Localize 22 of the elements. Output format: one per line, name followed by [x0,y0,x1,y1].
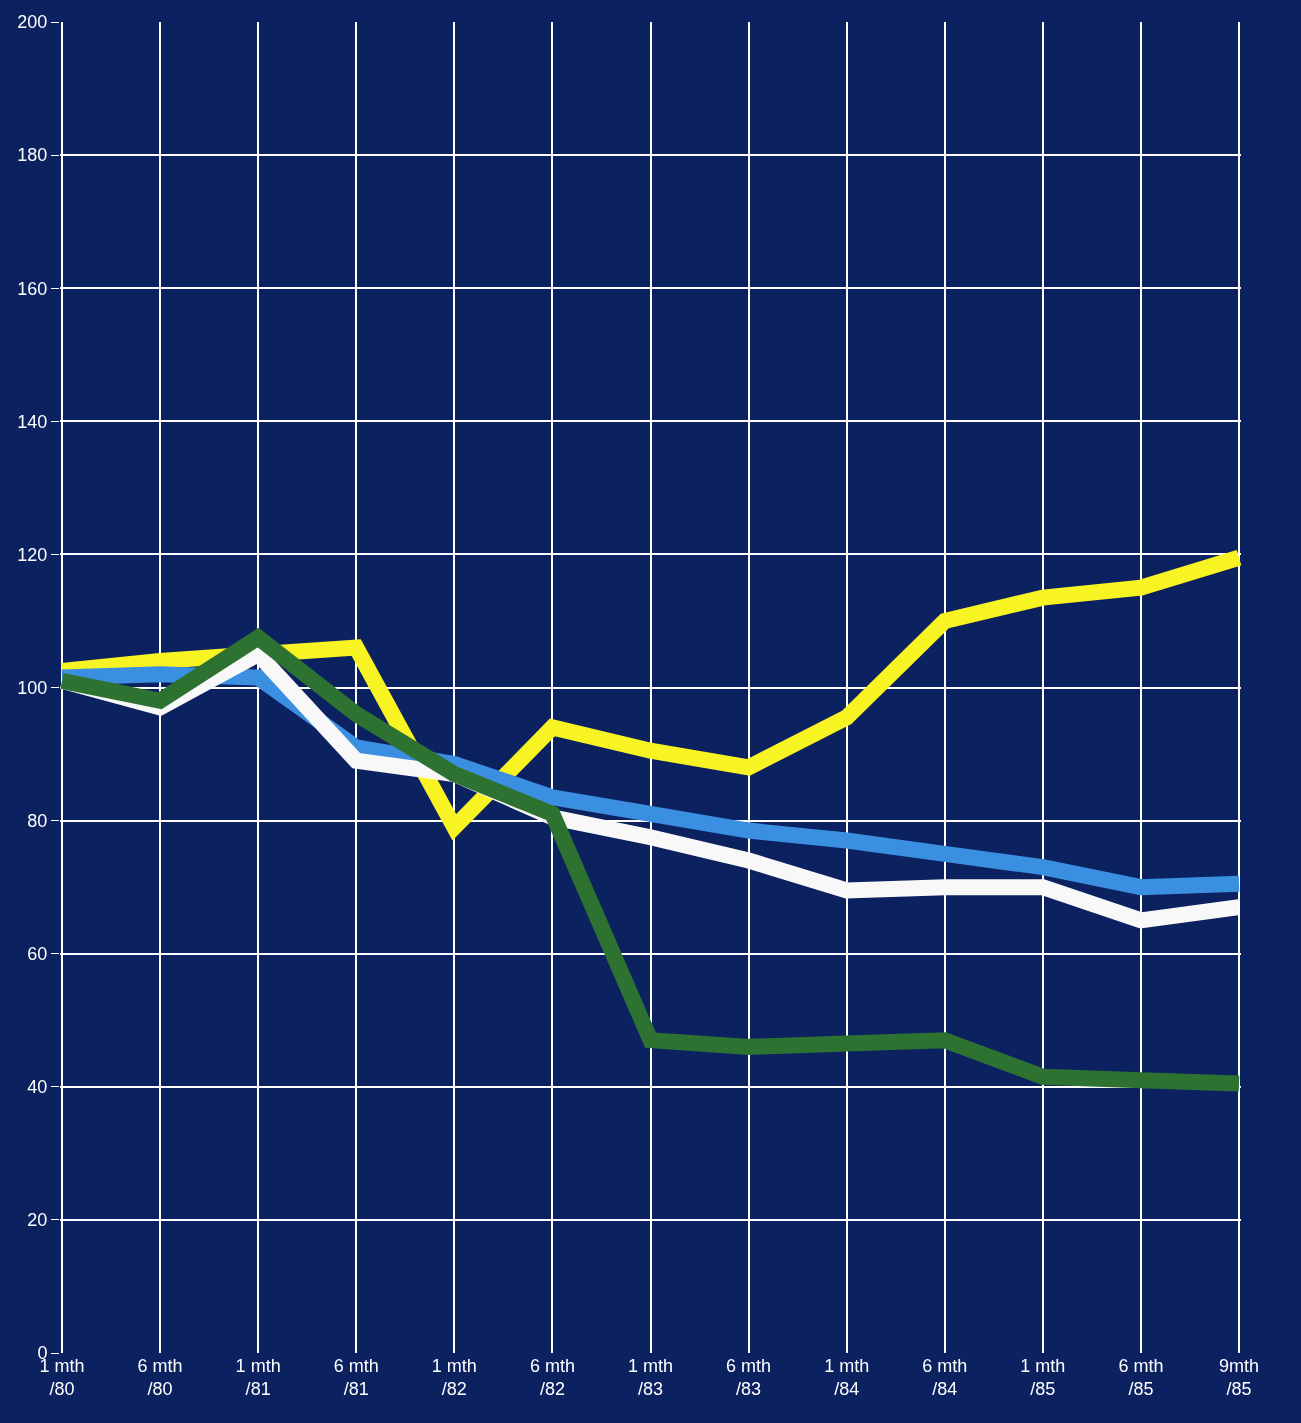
y-tick-label: 60 [27,944,48,964]
y-tick-label: 180 [17,145,48,166]
y-tick-label: 120 [17,544,48,565]
x-tick-label: 1 mth /82 [431,1356,477,1400]
x-tick-label: 1 mth /84 [824,1356,870,1400]
y-tick-label: 100 [17,677,48,698]
x-tick-label: 9mth /85 [1219,1356,1260,1400]
x-tick-label: 1 mth /83 [627,1356,674,1400]
y-tick-label: 80 [27,810,48,831]
y-tick-label: 140 [17,411,48,432]
x-tick-label: 6 mth /84 [922,1356,968,1400]
y-tick-label: 20 [27,1210,48,1231]
x-tick-label: 6 mth /81 [333,1356,379,1400]
y-tick-label: 200 [17,12,48,33]
x-tick-label: 6 mth /80 [137,1356,183,1400]
y-tick-label: 40 [27,1077,48,1098]
x-tick-label: 6 mth /82 [529,1356,575,1400]
x-tick-label: 6 mth /85 [1118,1356,1164,1400]
x-tick-label: 1 mth /85 [1020,1356,1066,1400]
y-tick-label: 160 [17,278,48,299]
x-tick-label: 6 mth /83 [726,1356,772,1400]
x-tick-label: 1 mth /81 [235,1356,281,1400]
